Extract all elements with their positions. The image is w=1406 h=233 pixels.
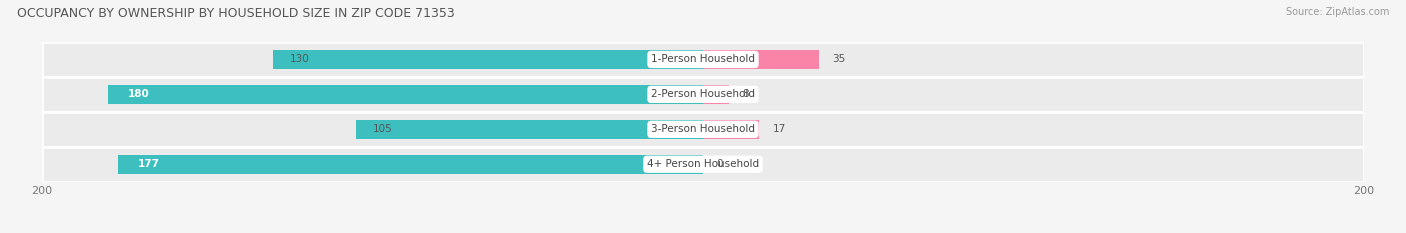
Text: 1-Person Household: 1-Person Household (651, 55, 755, 64)
Text: Source: ZipAtlas.com: Source: ZipAtlas.com (1285, 7, 1389, 17)
Text: 177: 177 (138, 159, 160, 169)
Bar (356, 120, 703, 139)
Text: OCCUPANCY BY OWNERSHIP BY HOUSEHOLD SIZE IN ZIP CODE 71353: OCCUPANCY BY OWNERSHIP BY HOUSEHOLD SIZE… (17, 7, 454, 20)
Bar (273, 50, 703, 69)
Text: 17: 17 (772, 124, 786, 134)
Bar (703, 85, 730, 104)
Bar (42, 42, 1364, 77)
Text: 8: 8 (742, 89, 749, 99)
Text: 105: 105 (373, 124, 392, 134)
Text: 4+ Person Household: 4+ Person Household (647, 159, 759, 169)
Bar (703, 50, 818, 69)
Bar (118, 155, 703, 174)
Bar (108, 85, 703, 104)
Text: 180: 180 (128, 89, 150, 99)
Text: 35: 35 (832, 55, 845, 64)
Bar (42, 77, 1364, 112)
Bar (42, 112, 1364, 147)
Bar (703, 120, 759, 139)
Text: 130: 130 (290, 55, 309, 64)
Text: 2-Person Household: 2-Person Household (651, 89, 755, 99)
Text: 3-Person Household: 3-Person Household (651, 124, 755, 134)
Text: 0: 0 (716, 159, 723, 169)
Bar (42, 147, 1364, 182)
